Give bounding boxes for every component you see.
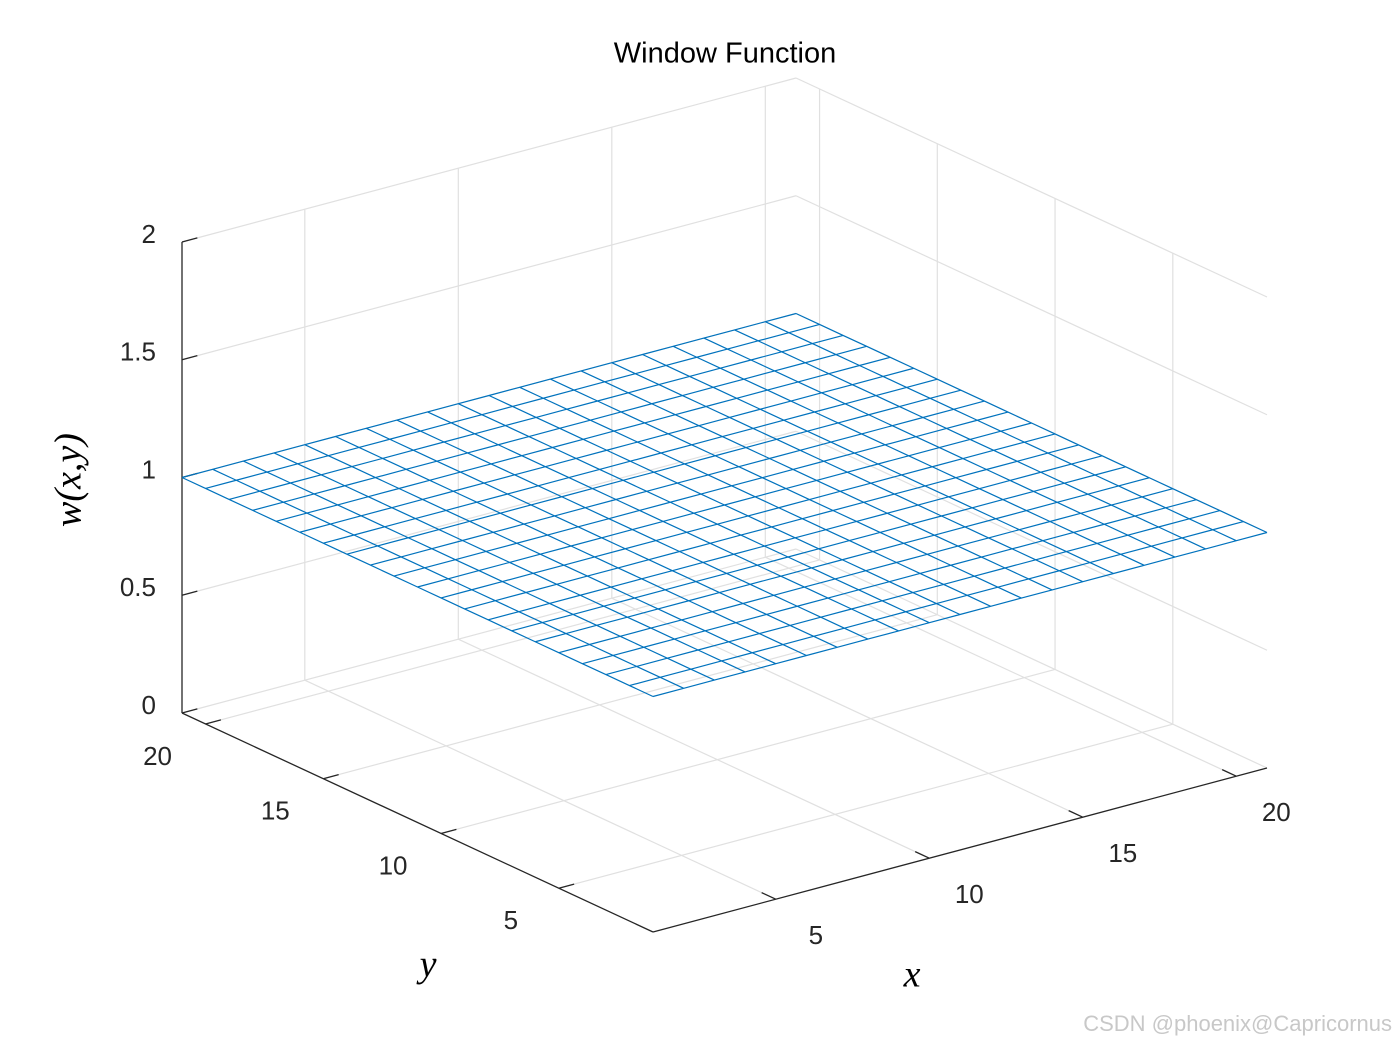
mesh-line: [550, 378, 1022, 599]
y-tick: [558, 883, 575, 889]
y-axis-label: y: [416, 944, 437, 986]
y-tick-label: 10: [379, 850, 408, 880]
mesh-line: [611, 362, 1084, 583]
mesh-line: [243, 460, 715, 681]
z-tick-label: 1: [142, 454, 156, 484]
mesh-line: [273, 452, 746, 673]
y-axis: [181, 712, 654, 933]
x-tick: [1068, 810, 1084, 818]
grid-line: [181, 548, 797, 714]
watermark: CSDN @phoenix@Capricornus: [1083, 1011, 1392, 1036]
mesh-line: [212, 468, 684, 689]
y-tick: [323, 773, 339, 780]
grid-line: [558, 723, 1173, 889]
z-tick: [181, 708, 198, 714]
x-tick: [914, 851, 930, 859]
mesh-line: [703, 337, 1176, 558]
z-tick: [181, 355, 198, 361]
x-tick-label: 15: [1108, 838, 1137, 868]
y-tick: [205, 719, 222, 725]
grid-line: [181, 77, 797, 243]
mesh-line: [672, 345, 1145, 566]
grid-line: [440, 668, 1056, 835]
chart-title: Window Function: [614, 38, 836, 70]
mesh-line: [365, 427, 838, 648]
x-tick-label: 10: [955, 879, 984, 909]
grid-line: [205, 559, 820, 725]
mesh-line: [304, 444, 777, 665]
grid-line: [181, 430, 797, 596]
z-tick-label: 2: [142, 219, 156, 249]
x-tick: [1221, 769, 1237, 777]
mesh-line: [488, 394, 961, 616]
mesh-line: [181, 476, 654, 698]
grid-line: [323, 614, 938, 780]
y-tick-label: 15: [261, 796, 290, 826]
y-tick: [440, 828, 457, 835]
grid-line: [795, 430, 1268, 651]
grid-line: [795, 548, 1268, 769]
grid-line: [304, 679, 777, 900]
x-axis-label: x: [903, 954, 921, 996]
mesh-line: [427, 411, 899, 632]
x-tick: [761, 892, 777, 900]
grid-line: [181, 195, 797, 361]
z-tick-label: 1.5: [120, 337, 156, 367]
mesh-line: [765, 321, 1237, 542]
grid-line: [611, 597, 1084, 818]
x-tick-label: 5: [809, 920, 823, 950]
z-axis-label: w(x,y): [48, 433, 90, 527]
z-tick-label: 0.5: [120, 572, 156, 602]
z-tick-label: 0: [142, 690, 156, 720]
grid-line: [458, 638, 930, 859]
mesh-line: [519, 386, 991, 607]
y-tick-label: 20: [143, 741, 172, 771]
grid-line: [795, 195, 1268, 416]
mesh-line: [335, 435, 807, 657]
x-axis: [652, 767, 1268, 933]
y-tick-label: 5: [504, 905, 518, 935]
mesh-line: [795, 312, 1268, 534]
z-tick: [181, 237, 198, 243]
mesh-line: [458, 403, 930, 624]
z-tick: [181, 590, 198, 596]
grid-line: [765, 556, 1237, 777]
mesh-line: [396, 419, 869, 640]
mesh-line: [734, 329, 1206, 550]
x-tick-label: 20: [1262, 797, 1291, 827]
mesh-line: [642, 353, 1114, 575]
mesh-line: [580, 370, 1053, 591]
grid-line: [795, 77, 1268, 298]
